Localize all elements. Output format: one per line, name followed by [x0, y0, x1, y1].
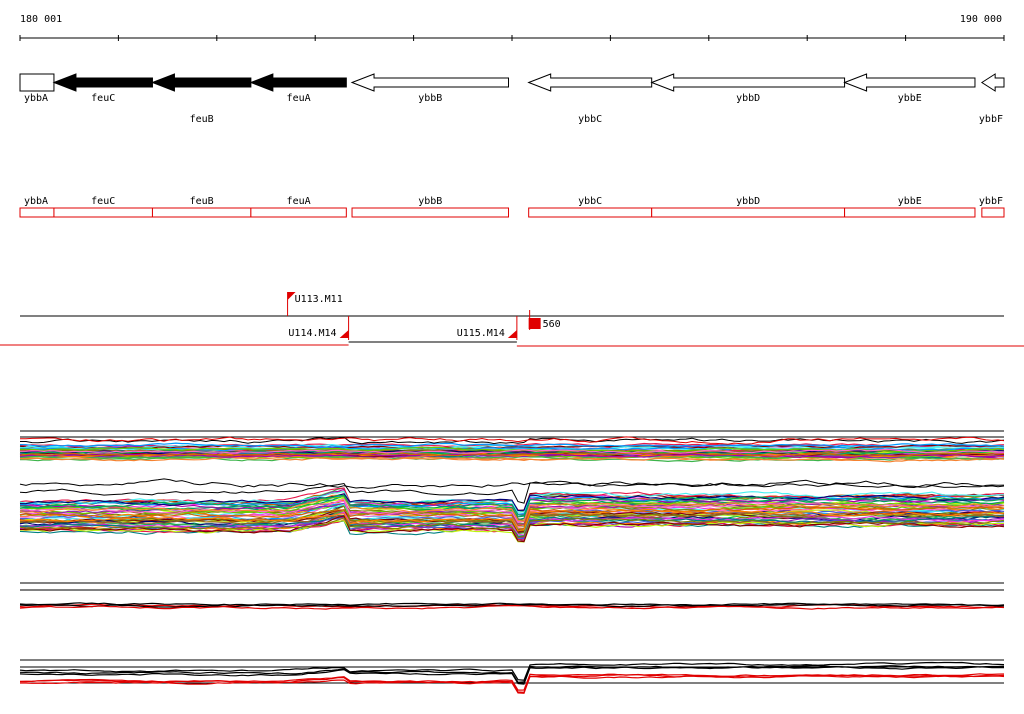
- profile-trace: [19, 446, 1005, 452]
- profile-trace: [19, 508, 1005, 532]
- promoter-label: U113.M11: [295, 294, 343, 305]
- profile-trace: [19, 478, 1005, 489]
- gene-label-ybbE: ybbE: [898, 93, 922, 104]
- transcript-box: [981, 207, 1005, 218]
- expression-profile-panel-conditions: [19, 430, 1005, 543]
- promoter-label: U114.M14: [288, 328, 336, 339]
- profile-trace: [19, 506, 1005, 527]
- profile-trace: [19, 519, 1005, 542]
- gene-track: ybbA feuC feuB feuA ybbB ybbC ybbD ybbE ybbF: [19, 73, 1005, 125]
- promoter-track: U113.M11 U114.M14 U115.M14 560: [0, 292, 1024, 347]
- profile-trace: [19, 482, 1005, 504]
- ruler-start-label: 180 001: [20, 14, 62, 25]
- promoter-label: 560: [543, 319, 561, 330]
- profile-trace: [19, 517, 1005, 539]
- profile-trace: [19, 493, 1005, 512]
- profile-trace: [19, 511, 1005, 536]
- transcript-label: ybbF: [979, 196, 1003, 207]
- gene-arrow-ybbF: [980, 73, 1005, 92]
- profile-trace: [19, 452, 1005, 458]
- gene-arrow-ybbA: [19, 73, 55, 92]
- gene-arrow-ybbD: [650, 73, 846, 92]
- coordinate-ruler: 180 001 190 000: [19, 14, 1005, 41]
- profile-trace: [19, 665, 1005, 683]
- gene-label-ybbB: ybbB: [418, 93, 442, 104]
- gene-arrow-feuB: [151, 73, 252, 92]
- profile-trace: [20, 436, 1005, 445]
- transcript-box: [19, 207, 55, 218]
- transcript-label: feuA: [287, 196, 311, 207]
- profile-trace: [19, 604, 1005, 610]
- transcript-label: ybbE: [898, 196, 922, 207]
- promoter-label: U115.M14: [457, 328, 505, 339]
- transcript-label: feuB: [190, 196, 214, 207]
- gene-arrow-feuC: [52, 73, 153, 92]
- gene-arrow-ybbB: [350, 73, 510, 92]
- profile-trace: [19, 673, 1005, 691]
- transcript-label: ybbC: [578, 196, 602, 207]
- gene-label-feuA: feuA: [287, 93, 311, 104]
- profile-trace: [19, 442, 1005, 449]
- transcript-box: [351, 207, 510, 218]
- promoter-flag: [507, 330, 517, 338]
- transcript-track: ybbA feuC feuB feuA ybbB ybbC ybbD ybbE ybbF: [19, 196, 1005, 218]
- transcript-label: ybbB: [418, 196, 442, 207]
- profile-trace: [19, 455, 1005, 463]
- profile-trace: [19, 515, 1005, 543]
- profile-trace: [20, 674, 1005, 694]
- transcript-label: feuC: [91, 196, 115, 207]
- promoter-flag: [339, 330, 349, 338]
- gene-arrow-ybbC: [527, 73, 653, 92]
- profile-trace: [19, 511, 1005, 535]
- transcript-box: [53, 207, 153, 218]
- profile-trace: [19, 494, 1005, 516]
- expression-profile-panel-summary: [19, 659, 1005, 694]
- transcript-box: [844, 207, 976, 218]
- transcript-box: [651, 207, 846, 218]
- profile-trace: [19, 448, 1005, 454]
- transcript-label: ybbD: [736, 196, 760, 207]
- gene-label-feuB: feuB: [190, 114, 214, 125]
- gene-arrow-feuA: [249, 73, 347, 92]
- transcript-box: [528, 207, 653, 218]
- transcript-box: [250, 207, 347, 218]
- gene-label-ybbD: ybbD: [736, 93, 760, 104]
- ruler-ticks: [19, 35, 1005, 41]
- promoter-cluster-marker: [528, 318, 541, 329]
- profile-trace: [20, 510, 1005, 534]
- gene-label-ybbA: ybbA: [24, 93, 48, 104]
- gene-arrow-ybbE: [843, 73, 976, 92]
- ruler-end-label: 190 000: [960, 14, 1002, 25]
- gene-label-feuC: feuC: [91, 93, 115, 104]
- transcript-label: ybbA: [24, 196, 48, 207]
- profile-trace: [19, 602, 1005, 606]
- gene-label-ybbC: ybbC: [578, 114, 602, 125]
- transcript-box: [151, 207, 252, 218]
- expression-profile-panel-replicates: [19, 582, 1005, 610]
- profile-trace: [19, 661, 1005, 681]
- profile-trace: [19, 493, 1005, 522]
- promoter-flag: [287, 292, 296, 300]
- gene-label-ybbF: ybbF: [979, 114, 1003, 125]
